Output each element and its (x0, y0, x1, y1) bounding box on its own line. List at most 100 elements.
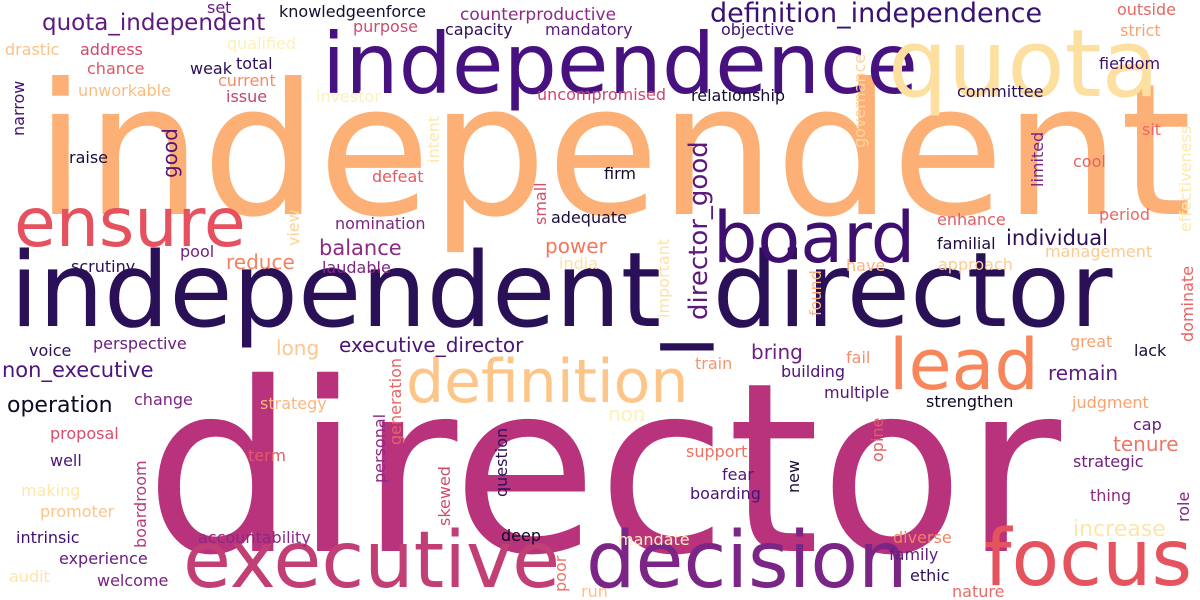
word-chance: chance (87, 59, 145, 78)
word-sit: sit (1142, 120, 1162, 139)
word-pool: pool (180, 242, 215, 261)
word-objective: objective (721, 20, 795, 39)
word-issue: issue (226, 87, 268, 106)
word-scrutiny: scrutiny (71, 257, 136, 276)
word-experience: experience (59, 549, 148, 568)
word-boarding: boarding (690, 484, 761, 503)
word-ethic: ethic (910, 566, 950, 585)
word-have: have (846, 256, 886, 275)
word-knowledgeenforce: knowledgeenforce (279, 2, 426, 21)
word-familial: familial (937, 234, 996, 253)
word-opine: opine (868, 417, 887, 462)
word-multiple: multiple (824, 383, 890, 402)
word-strict: strict (1120, 21, 1161, 40)
word-mandate: mandate (618, 530, 690, 549)
word-long: long (276, 336, 320, 360)
word-director: director (145, 332, 1062, 600)
word-thing: thing (1090, 486, 1132, 505)
word-defeat: defeat (372, 167, 424, 186)
word-proposal: proposal (50, 424, 119, 443)
word-audit: audit (9, 567, 50, 586)
word-operation: operation (7, 393, 113, 418)
word-strategic: strategic (1073, 452, 1144, 471)
word-train: train (695, 354, 733, 373)
word-voice: voice (29, 341, 72, 360)
word-ensure: ensure (14, 184, 246, 263)
word-counterproductive: counterproductive (460, 5, 617, 25)
word-poor: poor (551, 555, 570, 592)
word-committee: committee (957, 82, 1044, 101)
word-accountability: accountability (198, 528, 311, 547)
word-deep: deep (501, 526, 541, 545)
word-view: view (284, 209, 303, 246)
word-non-executive: non_executive (2, 358, 154, 382)
word-judgment: judgment (1072, 393, 1149, 412)
word-diverse: diverse (893, 528, 952, 547)
word-capacity: capacity (445, 20, 513, 39)
word-qualified: qualified (227, 34, 297, 53)
word-decision: decision (586, 516, 908, 600)
word-total: total (236, 54, 273, 73)
word-investor: investor (316, 87, 381, 106)
word-executive: executive (183, 516, 561, 600)
word-firm: firm (604, 164, 636, 183)
word-independent-director: independent_director (10, 231, 1113, 351)
word-definition: definition (406, 347, 689, 417)
word-making: making (21, 481, 81, 500)
word-reduce: reduce (226, 250, 295, 274)
word-definition-independence: definition_independence (710, 0, 1043, 29)
word-management: management (1045, 242, 1153, 261)
word-non: non (608, 402, 646, 426)
word-question: question (492, 427, 511, 497)
word-current: current (218, 71, 276, 90)
word-individual: individual (1006, 226, 1108, 250)
word-approach: approach (938, 255, 1013, 274)
word-power: power (545, 234, 607, 258)
word-tenure: tenure (1113, 432, 1179, 456)
word-fear: fear (722, 465, 754, 484)
word-found: found (806, 270, 825, 316)
word-relationship: relationship (691, 86, 786, 105)
word-support: support (686, 442, 748, 461)
word-building: building (781, 362, 846, 381)
word-promoter: promoter (40, 502, 115, 521)
word-enhance: enhance (937, 210, 1006, 229)
word-small: small (531, 182, 550, 225)
word-mandatory: mandatory (545, 20, 633, 39)
word-welcome: welcome (97, 571, 169, 590)
word-strategy: strategy (260, 394, 327, 413)
word-remain: remain (1048, 361, 1119, 385)
word-nature: nature (952, 582, 1005, 600)
word-uncompromised: uncompromised (537, 85, 666, 104)
word-perspective: perspective (93, 334, 187, 353)
word-generation: generation (386, 357, 405, 445)
word-well: well (50, 451, 82, 470)
word-lack: lack (1134, 341, 1167, 360)
word-drastic: drastic (5, 40, 60, 59)
word-cool: cool (1073, 152, 1106, 171)
word-focus: focus (984, 514, 1193, 600)
word-intrinsic: intrinsic (16, 528, 80, 547)
word-director-good: director_good (684, 141, 714, 320)
word-cap: cap (1133, 415, 1162, 434)
word-good: good (158, 128, 182, 178)
word-adequate: adequate (551, 208, 628, 227)
word-address: address (80, 40, 143, 59)
word-balance: balance (319, 236, 402, 260)
word-personal: personal (370, 413, 389, 483)
word-period: period (1099, 205, 1150, 224)
word-role: role (1174, 491, 1193, 522)
word-effectiveness: effectiveness (1176, 125, 1195, 232)
word-quota-independent: quota_independent (42, 10, 266, 36)
word-outside: outside (1117, 0, 1176, 19)
word-intent: intent (424, 115, 443, 163)
word-term: term (248, 446, 286, 465)
word-executive-director: executive_director (339, 333, 524, 357)
word-board: board (713, 197, 916, 279)
word-important: important (654, 238, 673, 318)
word-narrow: narrow (9, 80, 28, 136)
word-set: set (207, 0, 232, 17)
word-strengthen: strengthen (926, 392, 1014, 411)
word-lead: lead (889, 324, 1039, 406)
